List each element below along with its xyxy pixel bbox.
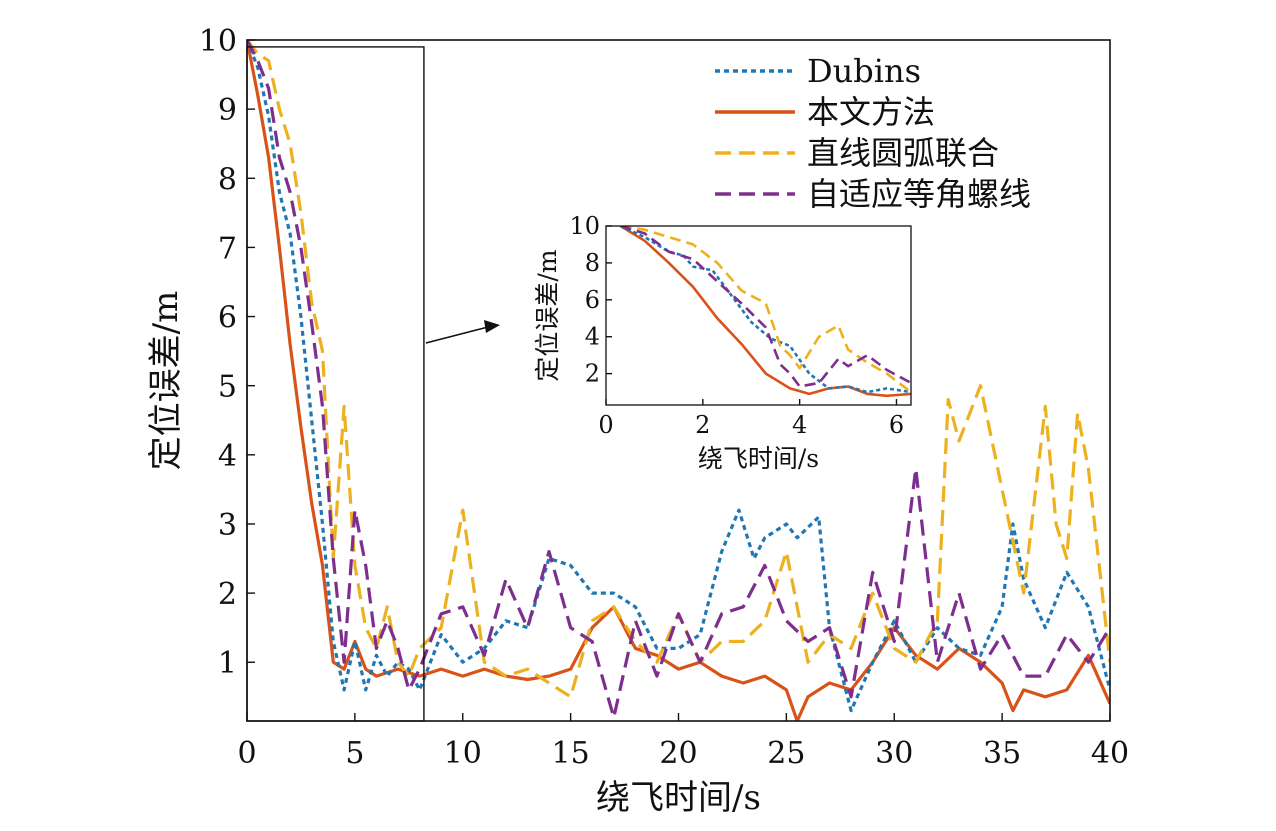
zoom-box — [246, 46, 425, 722]
legend-label-3: 自适应等角螺线 — [807, 175, 1031, 213]
inset-series-line-0 — [619, 226, 911, 394]
main-y-tick-label: 5 — [218, 370, 237, 405]
legend-label-1: 本文方法 — [807, 93, 935, 131]
inset-x-tick-label: 6 — [889, 411, 904, 439]
main-series-line-1 — [247, 40, 1110, 721]
main-series-line-0 — [247, 40, 1110, 713]
main-series-group — [247, 40, 1110, 721]
legend-label-0: Dubins — [807, 52, 921, 90]
main-series-line-2 — [247, 40, 1110, 699]
inset-y-tick-label: 8 — [585, 249, 600, 277]
main-series-line-3 — [247, 40, 1110, 720]
main-y-tick-label: 4 — [218, 439, 237, 474]
inset-frame — [605, 225, 912, 406]
inset-x-tick-label: 2 — [695, 411, 710, 439]
main-x-tick-label: 15 — [552, 736, 590, 771]
inset-x-tick-label: 4 — [792, 411, 807, 439]
main-y-tick-label: 1 — [218, 646, 237, 681]
inset-series-line-2 — [620, 226, 911, 394]
main-y-tick-label: 8 — [218, 162, 237, 197]
main-y-tick-label: 2 — [218, 577, 237, 612]
inset-series-group — [619, 226, 911, 398]
inset-y-tick-label: 6 — [585, 286, 600, 314]
inset-y-axis-title: 定位误差/m — [533, 249, 562, 381]
inset-x-axis-title: 绕飞时间/s — [698, 444, 819, 473]
main-y-tick-label: 10 — [199, 24, 237, 59]
inset-series-line-1 — [619, 226, 911, 398]
inset-x-tick-label: 0 — [598, 411, 613, 439]
main-x-tick-label: 30 — [875, 736, 913, 771]
main-x-tick-label: 10 — [444, 736, 482, 771]
inset-y-tick-label: 2 — [585, 360, 600, 388]
main-x-tick-label: 20 — [659, 736, 697, 771]
main-x-axis-title: 绕飞时间/s — [596, 778, 761, 818]
inset-chart: 0 2 4 6 2 4 6 8 10 绕飞时间/s 定位误差/m — [533, 212, 912, 473]
main-y-axis-title: 定位误差/m — [146, 291, 186, 471]
main-x-tick-label: 35 — [983, 736, 1021, 771]
inset-plot-area — [606, 226, 911, 405]
main-y-tick-label: 7 — [218, 231, 237, 266]
zoom-arrow-line — [425, 326, 489, 344]
main-y-tick-label: 6 — [218, 301, 237, 336]
main-x-tick-label: 25 — [767, 736, 805, 771]
inset-series-line-3 — [620, 226, 911, 388]
main-x-tick-label: 5 — [345, 736, 364, 771]
inset-y-tick-label: 4 — [585, 323, 600, 351]
legend-label-2: 直线圆弧联合 — [807, 134, 999, 172]
main-y-tick-label: 9 — [218, 93, 237, 128]
inset-y-tick-label: 10 — [569, 212, 600, 240]
main-x-tick-label: 40 — [1091, 736, 1129, 771]
zoom-arrow-head — [484, 320, 500, 333]
main-y-tick-label: 3 — [218, 508, 237, 543]
main-x-tick-label: 0 — [237, 736, 256, 771]
